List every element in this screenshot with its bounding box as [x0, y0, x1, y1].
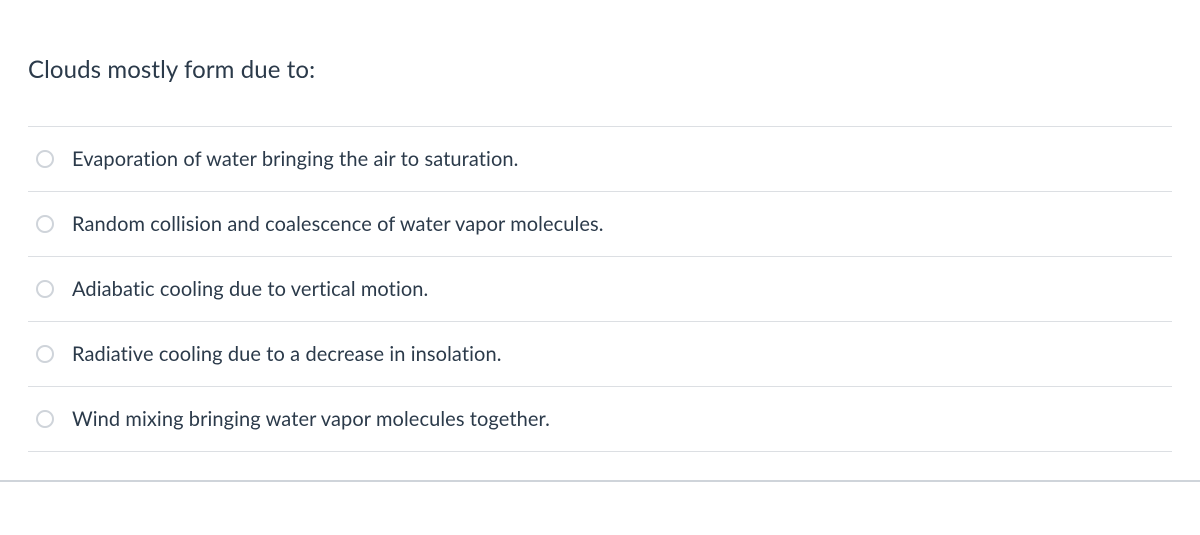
option-row[interactable]: Radiative cooling due to a decrease in i…	[28, 322, 1172, 387]
option-label: Adiabatic cooling due to vertical motion…	[72, 277, 428, 301]
radio-icon[interactable]	[36, 150, 54, 168]
section-divider	[0, 480, 1200, 482]
question-block: Clouds mostly form due to: Evaporation o…	[0, 0, 1200, 452]
question-prompt: Clouds mostly form due to:	[28, 55, 1172, 84]
radio-icon[interactable]	[36, 215, 54, 233]
radio-icon[interactable]	[36, 410, 54, 428]
option-row[interactable]: Wind mixing bringing water vapor molecul…	[28, 387, 1172, 452]
option-label: Wind mixing bringing water vapor molecul…	[72, 407, 550, 431]
option-label: Radiative cooling due to a decrease in i…	[72, 342, 502, 366]
option-row[interactable]: Adiabatic cooling due to vertical motion…	[28, 257, 1172, 322]
option-label: Random collision and coalescence of wate…	[72, 212, 604, 236]
radio-icon[interactable]	[36, 280, 54, 298]
option-row[interactable]: Evaporation of water bringing the air to…	[28, 127, 1172, 192]
radio-icon[interactable]	[36, 345, 54, 363]
option-label: Evaporation of water bringing the air to…	[72, 147, 518, 171]
options-list: Evaporation of water bringing the air to…	[28, 126, 1172, 452]
option-row[interactable]: Random collision and coalescence of wate…	[28, 192, 1172, 257]
